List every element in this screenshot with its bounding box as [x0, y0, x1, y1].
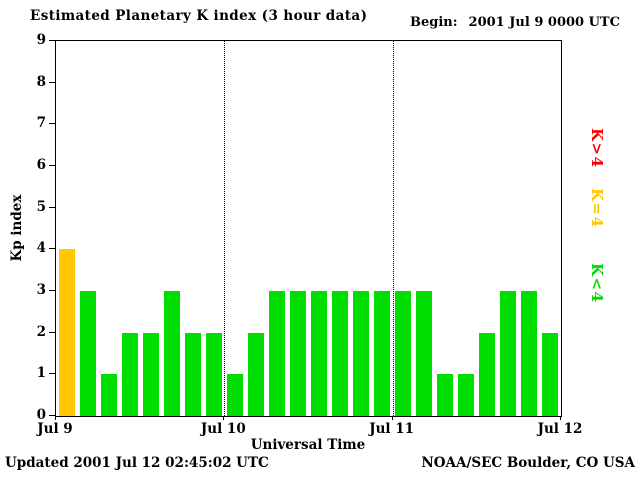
- kp-bar: [521, 291, 538, 416]
- y-tick-mark: [49, 415, 55, 416]
- day-gridline: [392, 41, 394, 416]
- y-tick-label: 4: [36, 240, 46, 257]
- updated-text: Updated 2001 Jul 12 02:45:02 UTC: [5, 455, 269, 471]
- kp-bar: [163, 291, 180, 416]
- y-tick-mark: [49, 248, 55, 250]
- kp-bar: [542, 332, 559, 416]
- begin-label: Begin:: [410, 15, 458, 30]
- kp-bar: [79, 291, 96, 416]
- kp-bar: [142, 332, 159, 416]
- kp-bar: [289, 291, 306, 416]
- x-tick-mark: [391, 416, 393, 420]
- y-tick-mark: [49, 165, 55, 166]
- x-axis-label: Universal Time: [250, 437, 366, 453]
- chart-title: Estimated Planetary K index (3 hour data…: [30, 8, 368, 24]
- x-tick-label: Jul 12: [537, 421, 583, 437]
- x-tick-mark: [223, 416, 225, 420]
- y-tick-label: 6: [36, 157, 46, 173]
- begin-time: Begin: 2001 Jul 9 0000 UTC: [410, 15, 620, 30]
- org-text: NOAA/SEC Boulder, CO USA: [421, 455, 635, 471]
- y-tick-label: 2: [36, 323, 46, 340]
- x-tick-label: Jul 10: [200, 421, 246, 437]
- kp-bar: [353, 291, 370, 416]
- kp-bar: [100, 374, 117, 416]
- x-tick-label: Jul 9: [37, 421, 73, 437]
- y-tick-label: 8: [36, 73, 46, 90]
- kp-bar: [121, 332, 138, 416]
- kp-bar: [479, 332, 496, 416]
- kp-bar: [332, 291, 349, 416]
- kp-bar: [500, 291, 517, 416]
- kp-bar: [458, 374, 475, 416]
- legend-item: K>4: [588, 128, 606, 169]
- x-tick-label: Jul 11: [369, 421, 415, 437]
- y-tick-mark: [49, 331, 55, 333]
- kp-bar: [58, 249, 75, 416]
- kp-bar: [184, 332, 201, 416]
- kp-bar: [416, 291, 433, 416]
- y-tick-label: 0: [36, 407, 46, 423]
- y-tick-mark: [49, 290, 55, 291]
- kp-bar: [437, 374, 454, 416]
- y-tick-mark: [49, 206, 55, 208]
- y-tick-mark: [49, 40, 55, 41]
- kp-bar: [226, 374, 243, 416]
- kp-bar: [268, 291, 285, 416]
- kp-bar: [311, 291, 328, 416]
- x-tick-mark: [560, 416, 561, 420]
- y-tick-label: 9: [36, 32, 46, 48]
- x-tick-mark: [55, 416, 56, 420]
- plot-area: [55, 40, 562, 417]
- kp-bar: [395, 291, 412, 416]
- y-tick-label: 1: [36, 365, 46, 382]
- y-tick-mark: [49, 373, 55, 375]
- y-tick-mark: [49, 123, 55, 125]
- kp-bar: [205, 332, 222, 416]
- y-tick-label: 3: [36, 282, 46, 298]
- y-tick-label: 7: [36, 115, 46, 132]
- legend-item: K<4: [588, 263, 606, 304]
- y-tick-label: 5: [36, 198, 46, 215]
- kp-bar: [374, 291, 391, 416]
- y-tick-mark: [49, 81, 55, 83]
- kp-bar: [247, 332, 264, 416]
- begin-value: 2001 Jul 9 0000 UTC: [468, 15, 620, 30]
- day-gridline: [224, 41, 226, 416]
- legend-item: K=4: [588, 188, 606, 229]
